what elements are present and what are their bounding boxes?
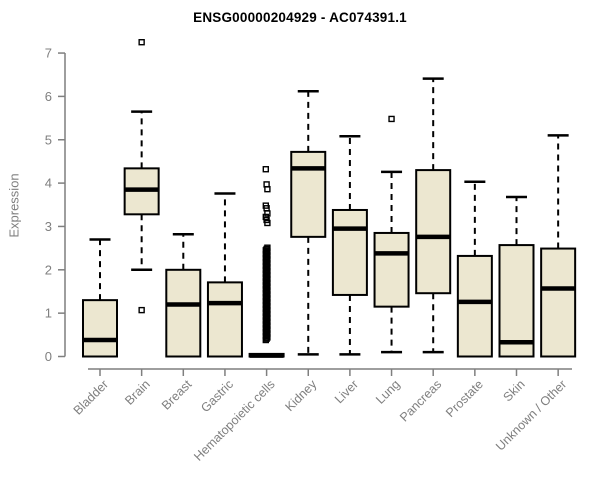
y-tick-label: 0 (45, 349, 52, 364)
y-tick-label: 7 (45, 46, 52, 61)
box-lung (373, 231, 410, 308)
outlier-point-hematopoietic-cells (264, 219, 271, 227)
box-pancreas (415, 169, 452, 295)
x-category-label: Gastric (198, 377, 236, 415)
x-category-label: Hematopoietic cells (191, 377, 278, 464)
outlier-point-hematopoietic-cells (264, 244, 271, 251)
outlier-point-hematopoietic-cells (264, 210, 271, 217)
y-tick-label: 1 (45, 306, 52, 321)
box-bladder (82, 299, 118, 358)
x-category-label: Prostate (443, 377, 486, 420)
box-unknown-other (540, 247, 577, 358)
outlier-point-hematopoietic-cells (264, 185, 271, 193)
x-category-label: Skin (501, 377, 528, 404)
outlier-point-brain (138, 39, 145, 46)
outlier-point-hematopoietic-cells (263, 245, 270, 253)
box-kidney (290, 150, 327, 238)
x-category-label: Unknown / Other (493, 377, 569, 453)
x-category-label: Brain (122, 377, 153, 408)
x-category-label: Breast (159, 377, 195, 413)
x-category-label: Bladder (71, 377, 111, 417)
outlier-point-brain (138, 306, 145, 314)
x-category-label: Lung (373, 377, 403, 407)
x-category-label: Kidney (282, 377, 319, 414)
x-category-label: Liver (332, 377, 361, 406)
box-skin (498, 244, 535, 358)
x-category-label: Pancreas (397, 377, 444, 424)
outlier-point-hematopoietic-cells (262, 166, 269, 173)
box-breast (165, 268, 202, 358)
y-tick-label: 3 (45, 219, 52, 234)
y-tick-label: 6 (45, 89, 52, 104)
y-tick-label: 2 (45, 262, 52, 277)
y-tick-label: 4 (45, 176, 52, 191)
y-tick-label: 5 (45, 132, 52, 147)
box-prostate (456, 254, 493, 358)
outlier-point-lung (388, 115, 395, 123)
chart-title: ENSG00000204929 - AC074391.1 (193, 10, 407, 25)
box-gastric (206, 281, 243, 358)
box-liver (331, 208, 368, 296)
